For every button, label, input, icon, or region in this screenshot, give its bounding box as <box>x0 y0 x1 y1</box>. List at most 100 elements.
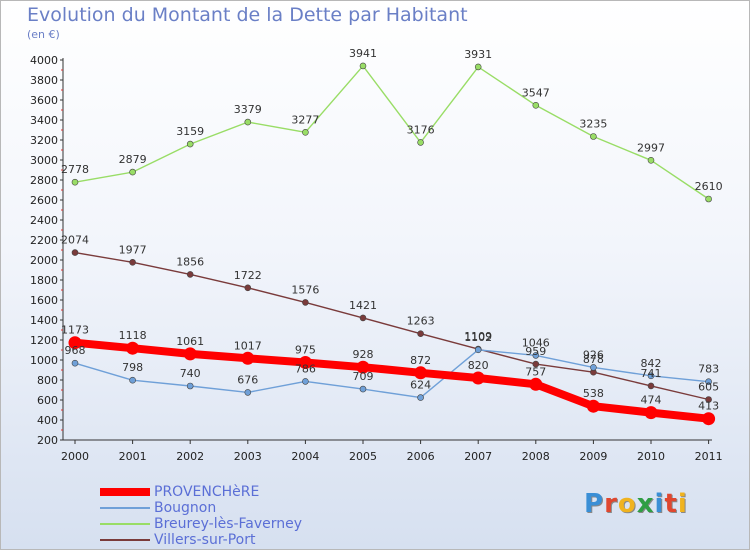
legend-label: Breurey-lès-Faverney <box>154 516 303 532</box>
data-point <box>702 412 716 426</box>
data-point <box>417 139 424 146</box>
chart-title: Evolution du Montant de la Dette par Hab… <box>27 4 468 26</box>
data-label: 1173 <box>61 324 89 337</box>
y-tick-label: 3200 <box>30 134 58 147</box>
y-tick-label: 2400 <box>30 214 58 227</box>
data-label: 3235 <box>579 118 607 131</box>
x-tick-label: 2003 <box>234 450 262 463</box>
logo-letter: i <box>654 489 665 519</box>
y-tick-label: 1200 <box>30 334 58 347</box>
data-label: 926 <box>583 348 604 361</box>
proxiti-logo: Proxiti <box>584 489 688 519</box>
data-point <box>129 258 136 266</box>
data-point <box>186 271 194 278</box>
legend-swatch <box>100 488 150 496</box>
x-tick-label: 2007 <box>464 450 492 463</box>
legend-swatch <box>100 507 150 509</box>
data-point <box>647 382 655 390</box>
y-tick-label: 2800 <box>30 174 58 187</box>
legend: PROVENCHèRE Bougnon Breurey-lès-Faverney Vi… <box>100 484 360 548</box>
data-point <box>474 63 482 71</box>
legend-item: PROVENCHèRE <box>100 484 360 500</box>
legend-swatch <box>100 523 150 525</box>
data-label: 872 <box>410 354 431 367</box>
series-line-2 <box>74 65 710 200</box>
data-point <box>71 178 79 186</box>
data-point <box>302 378 309 385</box>
data-point <box>129 376 136 384</box>
y-tick-label: 600 <box>37 394 58 407</box>
data-label: 413 <box>698 400 719 413</box>
y-tick-label: 800 <box>37 374 58 387</box>
y-tick-label: 3400 <box>30 114 58 127</box>
data-point <box>126 341 140 355</box>
y-tick-label: 400 <box>37 414 58 427</box>
data-label: 1017 <box>234 339 262 352</box>
legend-label: PROVENCHèRE <box>154 484 260 500</box>
y-tick-label: 1000 <box>30 354 58 367</box>
logo-letter: i <box>677 489 688 519</box>
data-label: 798 <box>122 361 143 374</box>
data-label: 3159 <box>176 125 204 138</box>
y-tick-label: 2200 <box>30 234 58 247</box>
data-label: 928 <box>353 348 374 361</box>
series-line-1 <box>74 349 710 399</box>
data-point <box>71 359 79 367</box>
data-label: 878 <box>583 353 604 366</box>
data-point <box>359 62 367 70</box>
data-point <box>474 346 482 354</box>
data-point <box>586 399 600 413</box>
data-label: 2879 <box>119 153 147 166</box>
data-label: 740 <box>180 367 201 380</box>
data-label: 1061 <box>176 335 204 348</box>
data-label: 3277 <box>291 113 319 126</box>
data-point <box>302 129 309 136</box>
data-point <box>644 406 658 420</box>
logo-letter: x <box>636 489 655 519</box>
data-label: 3931 <box>464 48 492 61</box>
data-label: 783 <box>698 363 719 376</box>
x-tick-label: 2000 <box>61 450 89 463</box>
data-point <box>532 352 540 359</box>
data-point <box>356 360 370 374</box>
data-label: 2778 <box>61 163 89 176</box>
data-point <box>590 364 597 371</box>
data-point <box>417 330 424 338</box>
data-point <box>705 396 712 403</box>
x-tick-label: 2005 <box>349 450 377 463</box>
data-label: 842 <box>641 357 662 370</box>
legend-item: Bougnon <box>100 500 360 516</box>
x-tick-label: 2009 <box>579 450 607 463</box>
x-tick-label: 2004 <box>291 450 319 463</box>
data-label: 786 <box>295 362 316 375</box>
data-point <box>68 336 82 350</box>
data-point <box>590 133 597 140</box>
logo-letter: o <box>617 489 637 519</box>
data-point <box>71 249 79 256</box>
data-point <box>186 140 194 148</box>
data-point <box>244 118 252 126</box>
data-label: 1722 <box>234 269 262 282</box>
data-point <box>298 356 312 369</box>
data-label: 1977 <box>119 243 147 256</box>
series-line-0 <box>71 338 713 423</box>
data-point <box>417 394 424 401</box>
x-tick-label: 2002 <box>176 450 204 463</box>
logo-letter: r <box>604 489 618 519</box>
data-point <box>705 378 712 386</box>
data-label: 1046 <box>522 336 550 349</box>
y-tick-label: 1400 <box>30 314 58 327</box>
data-label: 2074 <box>61 234 89 247</box>
x-tick-label: 2008 <box>522 450 550 463</box>
y-tick-label: 3600 <box>30 94 58 107</box>
data-label: 959 <box>525 345 546 358</box>
data-point <box>129 168 136 176</box>
y-tick-label: 2600 <box>30 194 58 207</box>
data-label: 3176 <box>407 123 435 136</box>
series-line-3 <box>74 251 710 401</box>
x-tick-label: 2011 <box>695 450 723 463</box>
data-point <box>532 360 540 368</box>
data-label: 1263 <box>407 315 435 328</box>
y-tick-label: 200 <box>37 434 58 447</box>
